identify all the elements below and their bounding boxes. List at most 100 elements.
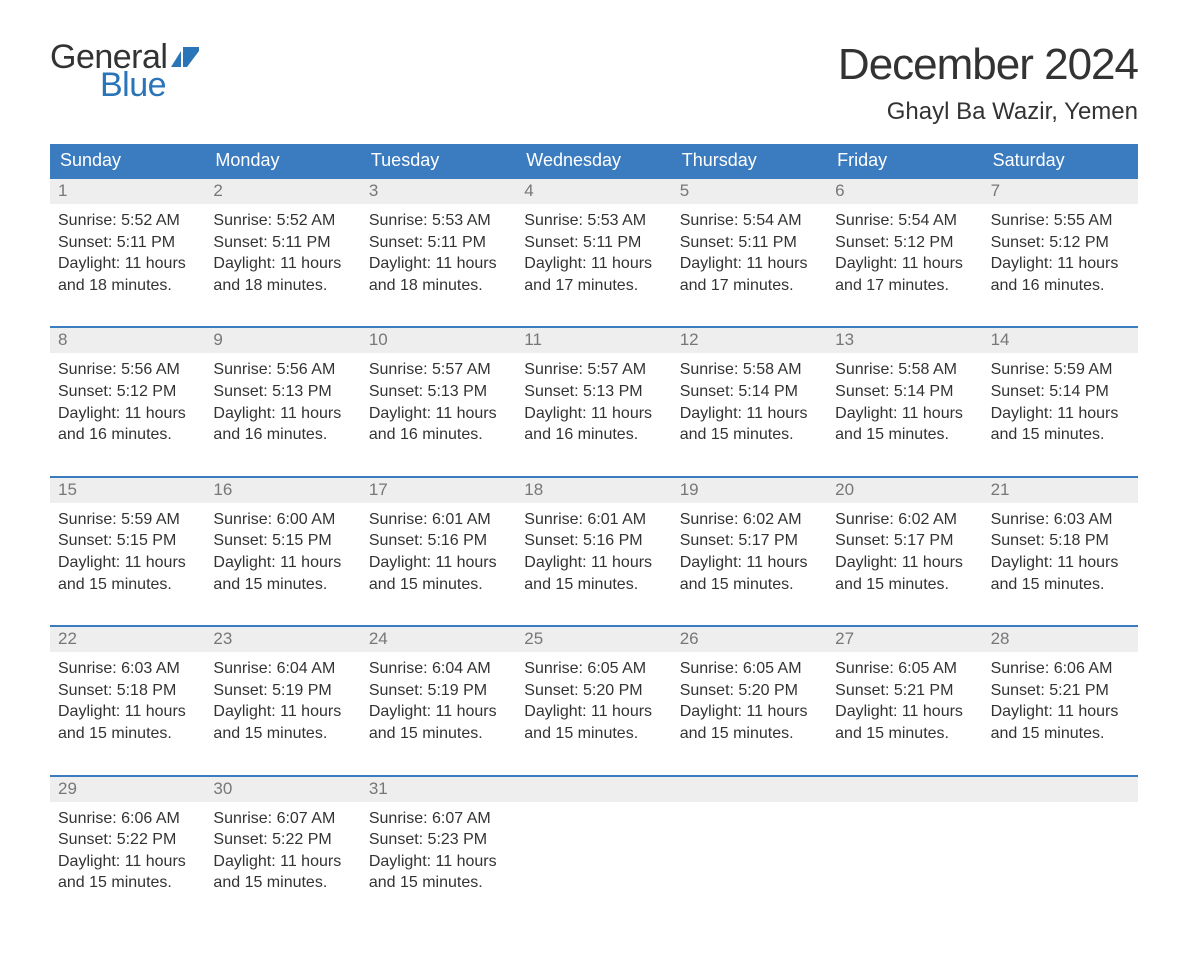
sunset-label: Sunset: 5:22 PM bbox=[213, 829, 352, 851]
sunrise-label: Sunrise: 6:06 AM bbox=[991, 658, 1130, 680]
day-number: 7 bbox=[983, 179, 1138, 204]
sunrise-label: Sunrise: 5:54 AM bbox=[680, 210, 819, 232]
day-header: Monday bbox=[205, 144, 360, 179]
day-number: 9 bbox=[205, 328, 360, 353]
week-row: 293031Sunrise: 6:06 AMSunset: 5:22 PMDay… bbox=[50, 775, 1138, 914]
daylight2-label: and 18 minutes. bbox=[213, 275, 352, 297]
sunset-label: Sunset: 5:11 PM bbox=[213, 232, 352, 254]
day-number bbox=[672, 777, 827, 802]
daylight1-label: Daylight: 11 hours bbox=[524, 552, 663, 574]
day-number-row: 15161718192021 bbox=[50, 478, 1138, 503]
sunset-label: Sunset: 5:18 PM bbox=[991, 530, 1130, 552]
daylight1-label: Daylight: 11 hours bbox=[58, 701, 197, 723]
sunset-label: Sunset: 5:15 PM bbox=[58, 530, 197, 552]
daylight1-label: Daylight: 11 hours bbox=[524, 253, 663, 275]
day-cell: Sunrise: 6:03 AMSunset: 5:18 PMDaylight:… bbox=[50, 652, 205, 764]
day-cell: Sunrise: 5:55 AMSunset: 5:12 PMDaylight:… bbox=[983, 204, 1138, 316]
sunrise-label: Sunrise: 5:52 AM bbox=[213, 210, 352, 232]
day-number: 3 bbox=[361, 179, 516, 204]
daylight2-label: and 16 minutes. bbox=[369, 424, 508, 446]
day-number-row: 22232425262728 bbox=[50, 627, 1138, 652]
daylight2-label: and 15 minutes. bbox=[213, 574, 352, 596]
sunset-label: Sunset: 5:11 PM bbox=[524, 232, 663, 254]
sunrise-label: Sunrise: 6:05 AM bbox=[524, 658, 663, 680]
daylight2-label: and 15 minutes. bbox=[524, 574, 663, 596]
day-number: 29 bbox=[50, 777, 205, 802]
sunset-label: Sunset: 5:19 PM bbox=[369, 680, 508, 702]
daylight1-label: Daylight: 11 hours bbox=[213, 701, 352, 723]
daylight2-label: and 16 minutes. bbox=[524, 424, 663, 446]
day-cell: Sunrise: 6:03 AMSunset: 5:18 PMDaylight:… bbox=[983, 503, 1138, 615]
day-number: 11 bbox=[516, 328, 671, 353]
sunrise-label: Sunrise: 5:58 AM bbox=[680, 359, 819, 381]
day-number bbox=[827, 777, 982, 802]
daylight2-label: and 15 minutes. bbox=[58, 872, 197, 894]
daylight1-label: Daylight: 11 hours bbox=[213, 403, 352, 425]
daylight1-label: Daylight: 11 hours bbox=[58, 253, 197, 275]
daylight2-label: and 15 minutes. bbox=[58, 574, 197, 596]
sunset-label: Sunset: 5:12 PM bbox=[991, 232, 1130, 254]
day-header: Sunday bbox=[50, 144, 205, 179]
sunset-label: Sunset: 5:11 PM bbox=[680, 232, 819, 254]
daylight2-label: and 15 minutes. bbox=[835, 574, 974, 596]
day-cell: Sunrise: 5:53 AMSunset: 5:11 PMDaylight:… bbox=[361, 204, 516, 316]
daylight2-label: and 15 minutes. bbox=[369, 574, 508, 596]
daylight2-label: and 18 minutes. bbox=[58, 275, 197, 297]
day-cell: Sunrise: 6:05 AMSunset: 5:21 PMDaylight:… bbox=[827, 652, 982, 764]
sunset-label: Sunset: 5:21 PM bbox=[991, 680, 1130, 702]
day-cell: Sunrise: 6:06 AMSunset: 5:22 PMDaylight:… bbox=[50, 802, 205, 914]
sunrise-label: Sunrise: 5:56 AM bbox=[58, 359, 197, 381]
daylight1-label: Daylight: 11 hours bbox=[369, 701, 508, 723]
daylight1-label: Daylight: 11 hours bbox=[835, 253, 974, 275]
day-cell: Sunrise: 5:59 AMSunset: 5:15 PMDaylight:… bbox=[50, 503, 205, 615]
day-cell: Sunrise: 6:05 AMSunset: 5:20 PMDaylight:… bbox=[516, 652, 671, 764]
sunset-label: Sunset: 5:13 PM bbox=[524, 381, 663, 403]
daylight2-label: and 17 minutes. bbox=[524, 275, 663, 297]
sunrise-label: Sunrise: 5:53 AM bbox=[524, 210, 663, 232]
sunset-label: Sunset: 5:20 PM bbox=[680, 680, 819, 702]
daylight2-label: and 15 minutes. bbox=[369, 723, 508, 745]
sunrise-label: Sunrise: 6:01 AM bbox=[524, 509, 663, 531]
sunset-label: Sunset: 5:16 PM bbox=[369, 530, 508, 552]
week-row: 891011121314Sunrise: 5:56 AMSunset: 5:12… bbox=[50, 326, 1138, 465]
day-number-row: 891011121314 bbox=[50, 328, 1138, 353]
day-cell: Sunrise: 6:02 AMSunset: 5:17 PMDaylight:… bbox=[827, 503, 982, 615]
sunrise-label: Sunrise: 5:54 AM bbox=[835, 210, 974, 232]
sunset-label: Sunset: 5:13 PM bbox=[213, 381, 352, 403]
daylight1-label: Daylight: 11 hours bbox=[369, 253, 508, 275]
daylight1-label: Daylight: 11 hours bbox=[991, 552, 1130, 574]
day-number bbox=[516, 777, 671, 802]
daylight2-label: and 15 minutes. bbox=[835, 424, 974, 446]
logo: General Blue bbox=[50, 40, 199, 102]
daylight2-label: and 16 minutes. bbox=[991, 275, 1130, 297]
day-number: 8 bbox=[50, 328, 205, 353]
sunset-label: Sunset: 5:11 PM bbox=[369, 232, 508, 254]
flag-icon bbox=[171, 47, 199, 67]
daylight1-label: Daylight: 11 hours bbox=[369, 552, 508, 574]
daylight1-label: Daylight: 11 hours bbox=[835, 403, 974, 425]
sunset-label: Sunset: 5:17 PM bbox=[835, 530, 974, 552]
sunrise-label: Sunrise: 6:05 AM bbox=[680, 658, 819, 680]
day-number: 27 bbox=[827, 627, 982, 652]
sunrise-label: Sunrise: 6:02 AM bbox=[680, 509, 819, 531]
day-cell bbox=[983, 802, 1138, 914]
daylight2-label: and 15 minutes. bbox=[991, 424, 1130, 446]
sunrise-label: Sunrise: 5:58 AM bbox=[835, 359, 974, 381]
daylight1-label: Daylight: 11 hours bbox=[835, 701, 974, 723]
day-number: 23 bbox=[205, 627, 360, 652]
day-header: Friday bbox=[827, 144, 982, 179]
daylight2-label: and 15 minutes. bbox=[680, 574, 819, 596]
location-label: Ghayl Ba Wazir, Yemen bbox=[838, 98, 1138, 126]
day-cell: Sunrise: 5:54 AMSunset: 5:11 PMDaylight:… bbox=[672, 204, 827, 316]
title-block: December 2024 Ghayl Ba Wazir, Yemen bbox=[838, 40, 1138, 126]
daylight1-label: Daylight: 11 hours bbox=[524, 701, 663, 723]
sunset-label: Sunset: 5:12 PM bbox=[835, 232, 974, 254]
daylight1-label: Daylight: 11 hours bbox=[991, 701, 1130, 723]
day-cell: Sunrise: 5:57 AMSunset: 5:13 PMDaylight:… bbox=[361, 353, 516, 465]
day-number: 1 bbox=[50, 179, 205, 204]
day-number: 14 bbox=[983, 328, 1138, 353]
daylight1-label: Daylight: 11 hours bbox=[369, 851, 508, 873]
sunrise-label: Sunrise: 5:53 AM bbox=[369, 210, 508, 232]
daylight2-label: and 15 minutes. bbox=[213, 872, 352, 894]
day-number: 15 bbox=[50, 478, 205, 503]
